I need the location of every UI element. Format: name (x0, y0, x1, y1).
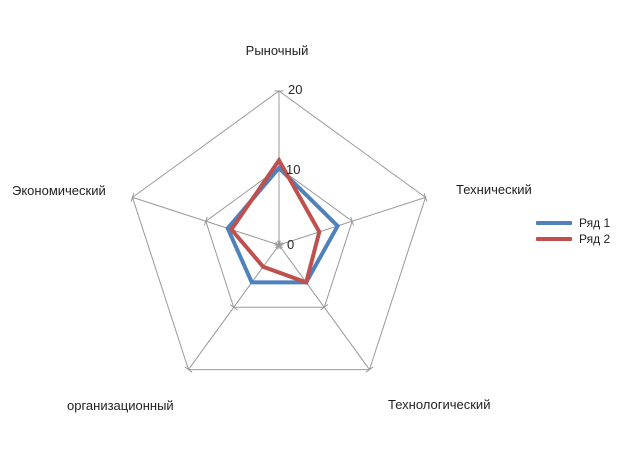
axis-label-organizational: организационный (67, 398, 174, 413)
radial-tick-label-20: 20 (288, 82, 303, 97)
axis-tick-mark (423, 192, 428, 202)
legend-label-series1: Ряд 1 (579, 216, 611, 230)
axis-tick-mark (229, 304, 238, 311)
radial-tick-label-10: 10 (286, 162, 301, 177)
axis-tick-mark (365, 366, 374, 373)
legend-item-series1: Ряд 1 (536, 215, 610, 231)
series2-line-swatch (536, 237, 572, 241)
axis-label-economic: Экономический (12, 183, 106, 198)
legend-item-series2: Ряд 2 (536, 231, 610, 247)
series-line-1 (225, 165, 341, 285)
axis-tick-mark (277, 240, 281, 250)
axis-tick-mark (130, 192, 135, 202)
axis-label-technological: Технологический (388, 397, 491, 412)
axis-tick-mark (320, 304, 329, 311)
series1-line-swatch (536, 221, 572, 225)
radial-tick-label-0: 0 (287, 237, 295, 252)
legend-label-series2: Ряд 2 (579, 232, 611, 246)
axis-tick-mark (184, 366, 193, 373)
axis-tick-mark (203, 216, 208, 226)
series-line-2 (228, 156, 322, 286)
axis-label-market: Рыночный (245, 43, 309, 58)
axis-tick-mark (350, 216, 355, 226)
grid-ring-20 (131, 90, 427, 371)
grid-ring-10 (205, 167, 353, 308)
axis-label-technical: Технический (456, 182, 532, 197)
chart-legend: Ряд 1 Ряд 2 (536, 215, 610, 247)
